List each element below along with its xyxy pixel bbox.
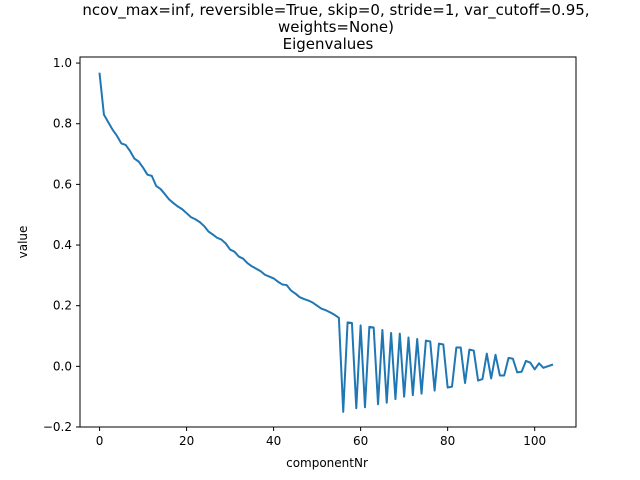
y-tick-label: 0.4 [53, 238, 72, 252]
x-tick-label: 80 [440, 434, 455, 448]
x-tick-label: 40 [266, 434, 281, 448]
chart-title-line-3: Eigenvalues [283, 35, 374, 53]
plot-area: 0 20 40 60 80 100 −0.2 0.0 0.2 0.4 0.6 0.8 1.0 [43, 56, 577, 448]
x-tick-label: 60 [353, 434, 368, 448]
y-tick-label: 0.6 [53, 177, 72, 191]
chart-title-line-1: ncov_max=inf, reversible=True, skip=0, s… [82, 1, 589, 20]
x-tick-label: 100 [523, 434, 546, 448]
y-axis-label: value [16, 226, 30, 259]
y-tick-label: −0.2 [43, 420, 72, 434]
y-tick-label: 0.8 [53, 117, 72, 131]
chart-title-line-2: weights=None) [278, 18, 394, 36]
y-tick-label: 0.0 [53, 359, 72, 373]
x-tick-label: 0 [96, 434, 104, 448]
x-tick-label: 20 [179, 434, 194, 448]
x-axis-label: componentNr [286, 456, 368, 470]
series-line-0 [98, 72, 554, 413]
y-tick-label: 1.0 [53, 56, 72, 70]
plot-frame [79, 56, 577, 428]
y-tick-label: 0.2 [53, 299, 72, 313]
